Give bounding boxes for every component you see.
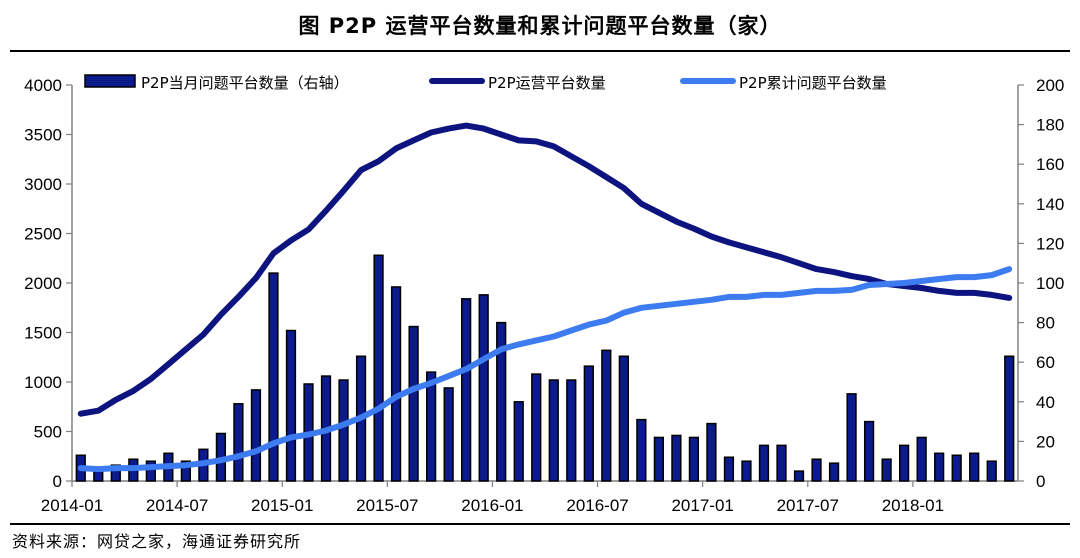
- bar-monthly-problem: [688, 436, 700, 482]
- chart-title: 图 P2P 运营平台数量和累计问题平台数量（家）: [298, 14, 782, 38]
- title-underline: [10, 50, 1070, 52]
- right-tick-label: 140: [1036, 195, 1064, 214]
- right-tick-label: 160: [1036, 155, 1064, 174]
- right-tick-label: 0: [1036, 472, 1045, 491]
- line-operating-platforms: [77, 122, 1013, 417]
- left-tick-label: 3500: [24, 126, 62, 145]
- bar-monthly-problem: [671, 434, 682, 482]
- source-divider: [10, 523, 1070, 525]
- bar-monthly-problem: [741, 460, 752, 482]
- right-tick-label: 100: [1036, 274, 1064, 293]
- bar-monthly-problem: [811, 458, 822, 482]
- x-tick-label: 2014-01: [41, 496, 103, 515]
- bar-monthly-problem: [513, 401, 524, 482]
- right-tick-label: 60: [1036, 353, 1055, 372]
- x-tick-label: 2014-07: [146, 496, 208, 515]
- legend: P2P当月问题平台数量（右轴） P2P运营平台数量 P2P累计问题平台数量: [84, 74, 887, 92]
- x-tick-label: 2018-01: [882, 496, 944, 515]
- bar-monthly-problem: [899, 444, 910, 482]
- x-tick-label: 2015-01: [251, 496, 313, 515]
- left-tick-label: 2000: [24, 274, 62, 293]
- bar-monthly-problem: [443, 387, 454, 482]
- bar-monthly-problem: [531, 373, 542, 482]
- right-tick-label: 200: [1036, 76, 1064, 95]
- bar-monthly-problem: [373, 254, 384, 482]
- left-tick-label: 1000: [24, 373, 62, 392]
- legend-label-monthly: P2P当月问题平台数量（右轴）: [141, 74, 349, 92]
- x-tick-label: 2016-07: [566, 496, 628, 515]
- bar-monthly-problem: [496, 321, 507, 482]
- right-tick-label: 120: [1036, 234, 1064, 253]
- bar-monthly-problem: [408, 325, 419, 482]
- bar-monthly-problem: [548, 379, 559, 482]
- bar-monthly-problem: [986, 460, 997, 482]
- x-tick-label: 2017-01: [671, 496, 733, 515]
- axes: 0 500 1000 1500 2000 2500 3000 3500 4000 0 20 40 60 8…: [24, 76, 1064, 515]
- right-tick-label: 20: [1036, 432, 1055, 451]
- bar-series-monthly-problem: [75, 254, 1015, 482]
- left-tick-label: 2500: [24, 225, 62, 244]
- bar-monthly-problem: [916, 436, 927, 482]
- bar-monthly-problem: [1004, 355, 1015, 482]
- legend-label-cumulative: P2P累计问题平台数量: [739, 74, 887, 92]
- bar-monthly-problem: [881, 458, 892, 482]
- left-tick-label: 500: [34, 423, 62, 442]
- bar-monthly-problem: [285, 329, 297, 482]
- x-tick-label: 2016-01: [461, 496, 523, 515]
- line-cumulative-problem-platforms: [77, 266, 1013, 473]
- bar-monthly-problem: [338, 379, 349, 482]
- bar-monthly-problem: [601, 349, 612, 482]
- left-tick-label: 3000: [24, 175, 62, 194]
- bar-monthly-problem: [951, 454, 962, 482]
- source-note: 资料来源：网贷之家，海通证券研究所: [12, 532, 302, 551]
- bar-monthly-problem: [934, 452, 945, 482]
- bar-monthly-problem: [776, 444, 787, 482]
- bar-monthly-problem: [180, 460, 191, 482]
- right-tick-label: 40: [1036, 393, 1055, 412]
- legend-label-operating: P2P运营平台数量: [488, 74, 606, 92]
- bar-monthly-problem: [618, 355, 629, 482]
- bar-monthly-problem: [145, 460, 156, 482]
- bar-monthly-problem: [426, 371, 437, 482]
- bar-monthly-problem: [793, 470, 805, 482]
- right-tick-label: 80: [1036, 314, 1055, 333]
- bar-monthly-problem: [566, 379, 577, 482]
- x-tick-label: 2017-07: [777, 496, 839, 515]
- bar-monthly-problem: [268, 272, 279, 482]
- bar-monthly-problem: [233, 403, 244, 482]
- bar-monthly-problem: [863, 420, 875, 482]
- bar-monthly-problem: [461, 298, 472, 482]
- bar-monthly-problem: [723, 456, 735, 482]
- bar-monthly-problem: [636, 418, 647, 482]
- left-tick-label: 0: [53, 472, 62, 491]
- bar-monthly-problem: [478, 294, 489, 482]
- left-tick-label: 1500: [24, 324, 62, 343]
- bar-monthly-problem: [969, 452, 980, 482]
- legend-swatch-monthly: [84, 74, 136, 88]
- bar-monthly-problem: [828, 462, 840, 482]
- x-tick-label: 2015-07: [356, 496, 418, 515]
- bar-monthly-problem: [583, 365, 594, 482]
- bar-monthly-problem: [706, 422, 717, 482]
- left-tick-label: 4000: [24, 76, 62, 95]
- bar-monthly-problem: [653, 436, 664, 482]
- bar-monthly-problem: [846, 393, 857, 482]
- right-tick-label: 180: [1036, 116, 1064, 135]
- bar-monthly-problem: [390, 286, 402, 482]
- line-series-group: [77, 122, 1013, 473]
- bar-monthly-problem: [758, 444, 770, 482]
- bar-monthly-problem: [250, 389, 262, 482]
